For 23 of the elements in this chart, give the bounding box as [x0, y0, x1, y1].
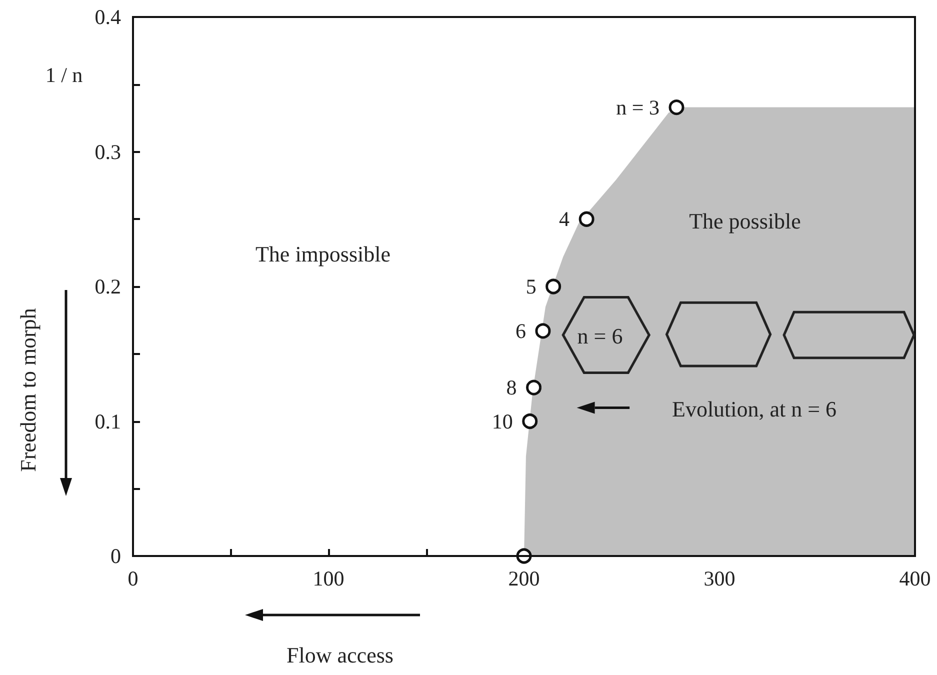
y-tick-label: 0.2	[94, 274, 121, 298]
x-tick-label: 100	[312, 566, 344, 590]
x-tick-label: 0	[128, 566, 138, 590]
x-tick-label: 400	[899, 566, 931, 590]
annotation: The possible	[689, 208, 801, 234]
y-tick-label: 0.4	[94, 5, 122, 29]
annotation: n = 3	[616, 95, 660, 120]
annotation: 6	[515, 318, 526, 343]
y-tick-label: 0	[110, 544, 121, 568]
x-tick-label: 200	[508, 566, 540, 590]
x-axis-title: Flow access	[286, 642, 394, 668]
annotation: n = 6	[577, 324, 623, 348]
annotation: 5	[526, 274, 536, 298]
y-tick-label: 0.3	[94, 140, 121, 164]
annotation: 8	[506, 376, 517, 400]
annotation: Evolution, at n = 6	[672, 396, 837, 422]
annotation: 4	[559, 207, 570, 232]
x-tick-label: 300	[704, 566, 736, 590]
y-tick-label: 0.1	[94, 409, 121, 434]
annotation: The impossible	[255, 242, 391, 266]
annotation: 10	[492, 409, 513, 434]
text: Freedom to morph	[16, 308, 40, 472]
y-axis-title: 1 / n	[45, 63, 84, 87]
